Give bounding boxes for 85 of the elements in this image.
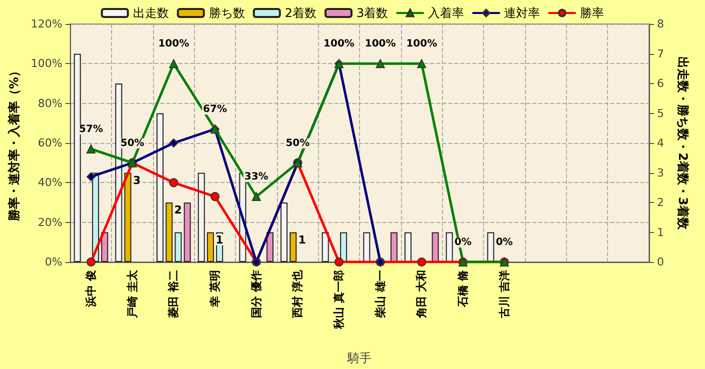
data-label: 50% <box>286 138 310 149</box>
y-tick-label: 100% <box>30 57 62 70</box>
data-label: 3 <box>132 174 141 187</box>
legend-label: 入着率 <box>428 6 464 20</box>
legend-label: 2着数 <box>284 6 317 20</box>
bar <box>115 84 122 262</box>
legend-label: 勝率 <box>580 6 604 20</box>
y2-tick-label: 3 <box>657 166 664 180</box>
y2-tick-label: 0 <box>657 256 664 268</box>
legend-label: 連対率 <box>504 6 540 20</box>
y-tick-label: 80% <box>38 96 62 110</box>
point <box>169 138 178 148</box>
bar <box>432 232 439 262</box>
point <box>86 172 96 182</box>
x-tick-label: 角田 大和 <box>415 270 428 319</box>
x-tick-label: 石橋 脩 <box>456 270 470 308</box>
data-label: 0% <box>496 237 513 248</box>
x-tick-label: 柴山 雄一 <box>374 270 387 319</box>
y-tick-label: 0% <box>44 256 62 268</box>
bar <box>390 232 398 262</box>
y-axis-title: 勝率・連対率・入着率（%） <box>7 64 21 222</box>
x-axis-title: 騎手 <box>346 351 372 365</box>
legend-label: 3着数 <box>356 6 388 20</box>
x-tick-label: 西村 淳也 <box>291 269 304 319</box>
y2-tick-label: 8 <box>657 18 664 30</box>
bar <box>290 232 297 262</box>
x-tick-label: 国分 優作 <box>250 270 263 318</box>
point <box>169 59 178 68</box>
data-label: 100% <box>324 38 354 50</box>
legend-label: 勝ち数 <box>208 6 245 20</box>
bar <box>198 172 205 262</box>
data-label: 0% <box>454 237 472 248</box>
point <box>169 178 178 188</box>
data-label: 100% <box>364 38 396 50</box>
bar <box>174 232 182 262</box>
bar <box>124 172 132 262</box>
bar <box>446 232 453 262</box>
x-tick-label: 戸崎 圭太 <box>126 269 139 319</box>
x-tick-label: 秋山 真一郎 <box>332 270 346 330</box>
bar <box>363 232 370 262</box>
bar <box>184 202 191 262</box>
point <box>86 258 96 266</box>
point <box>252 192 261 202</box>
y2-tick-label: 7 <box>657 47 664 60</box>
bar <box>487 232 494 262</box>
data-label: 67% <box>203 104 227 116</box>
point <box>417 258 426 266</box>
data-label: 1 <box>216 233 224 246</box>
bar <box>74 54 81 262</box>
point <box>86 144 96 154</box>
bar <box>340 232 348 262</box>
data-label: 100% <box>406 38 438 50</box>
x-tick-label: 古川 吉洋 <box>498 270 511 319</box>
x-tick-label: 菱田 裕二 <box>167 270 180 319</box>
point <box>417 59 426 68</box>
data-label: 57% <box>79 124 103 135</box>
y2-tick-label: 5 <box>657 106 664 120</box>
point <box>376 59 385 68</box>
y2-tick-label: 2 <box>657 196 664 209</box>
point <box>210 192 220 202</box>
y-tick-label: 60% <box>38 136 62 150</box>
y2-tick-label: 1 <box>657 226 664 239</box>
bar <box>166 202 173 262</box>
data-label: 50% <box>120 138 144 149</box>
data-label: 33% <box>244 172 268 183</box>
y2-tick-label: 4 <box>657 136 664 150</box>
x-tick-label: 幸 英明 <box>208 270 222 308</box>
bar <box>101 232 108 262</box>
legend-label: 出走数 <box>132 6 169 20</box>
bar <box>280 202 288 262</box>
point <box>334 258 344 266</box>
y2-tick-label: 6 <box>657 77 664 90</box>
data-label: 2 <box>174 204 182 216</box>
bar <box>322 232 329 262</box>
bar <box>156 113 164 262</box>
data-label: 100% <box>158 38 190 50</box>
y2-axis-title: 出走数・勝ち数・2着数・3着数 <box>676 56 690 230</box>
bar <box>266 232 274 262</box>
y-tick-label: 120% <box>30 18 62 30</box>
bar <box>404 232 412 262</box>
y-tick-label: 20% <box>38 216 62 229</box>
y-tick-label: 40% <box>38 176 62 190</box>
bar <box>206 232 214 262</box>
x-tick-label: 浜中 俊 <box>84 269 98 308</box>
data-label: 1 <box>298 233 306 246</box>
